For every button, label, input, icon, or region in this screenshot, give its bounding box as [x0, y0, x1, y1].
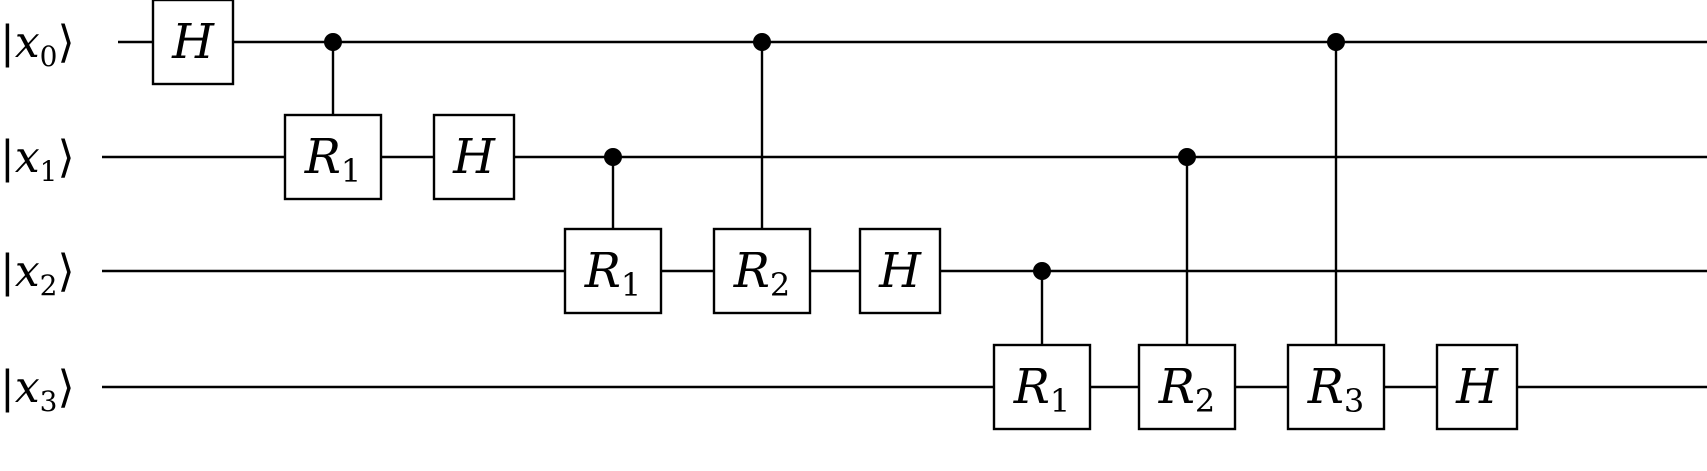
gate-label: R3	[1307, 359, 1365, 420]
gate-box	[1137, 343, 1237, 431]
qubit-variable: x	[15, 362, 40, 413]
gate-name: R	[304, 129, 341, 185]
hadamard-gate: H	[858, 227, 942, 315]
rotation-gate: R2	[712, 227, 812, 315]
qubit-index: 2	[40, 269, 58, 302]
gate-box	[1435, 343, 1519, 431]
gate-subscript: 1	[341, 152, 361, 190]
gate-name: H	[878, 243, 922, 299]
gate-box	[858, 227, 942, 315]
hadamard-gate: H	[151, 0, 235, 86]
ket-angle: ⟩	[57, 17, 74, 68]
gate-box	[432, 113, 516, 201]
gate-name: R	[733, 243, 770, 299]
qubit-index: 3	[40, 385, 58, 418]
gate-name: H	[452, 129, 496, 185]
gate-name: H	[1455, 359, 1499, 415]
gate-label: R1	[584, 243, 642, 304]
rotation-gate: R2	[1137, 343, 1237, 431]
gate-box	[1286, 343, 1386, 431]
gate-subscript: 3	[1344, 382, 1364, 420]
ket-angle: ⟩	[57, 132, 74, 183]
gate-subscript: 2	[770, 266, 790, 304]
gate-box	[563, 227, 663, 315]
rotation-gate: R1	[992, 343, 1092, 431]
gate-label: H	[878, 243, 922, 299]
ket-angle: ⟩	[57, 362, 74, 413]
gate-subscript: 1	[1050, 382, 1070, 420]
ket-bar: |	[0, 17, 15, 68]
qubit-wires	[102, 40, 1707, 389]
ket-bar: |	[0, 132, 15, 183]
gate-label: R1	[1013, 359, 1071, 420]
gate-label: R1	[304, 129, 362, 190]
control-dot	[1033, 262, 1051, 280]
gate-name: R	[584, 243, 621, 299]
gate-subscript: 2	[1195, 382, 1215, 420]
gate-subscript: 1	[621, 266, 641, 304]
qubit-variable: x	[15, 132, 40, 183]
qubit-index: 1	[40, 155, 58, 188]
gate-label: H	[1455, 359, 1499, 415]
rotation-gate: R1	[563, 227, 663, 315]
gates: HR1 HR1 R2 HR1 R2 R3 H	[151, 0, 1519, 431]
gate-box	[283, 113, 383, 201]
gate-box	[992, 343, 1092, 431]
control-dot	[604, 148, 622, 166]
gate-name: R	[1158, 359, 1195, 415]
gate-label: H	[452, 129, 496, 185]
ket-angle: ⟩	[57, 246, 74, 297]
ket-bar: |	[0, 246, 15, 297]
ket-bar: |	[0, 362, 15, 413]
qubit-label: |x2⟩	[0, 246, 75, 302]
gate-name: H	[171, 14, 215, 70]
hadamard-gate: H	[1435, 343, 1519, 431]
control-dot	[1327, 33, 1345, 51]
qubit-label: |x3⟩	[0, 362, 75, 418]
gate-name: R	[1307, 359, 1344, 415]
control-dot	[324, 33, 342, 51]
gate-label: H	[171, 14, 215, 70]
rotation-gate: R3	[1286, 343, 1386, 431]
qubit-variable: x	[15, 246, 40, 297]
qubit-label: |x0⟩	[0, 17, 75, 73]
control-connections	[324, 33, 1345, 345]
gate-box	[712, 227, 812, 315]
control-dot	[1178, 148, 1196, 166]
qubit-labels: |x0⟩|x1⟩|x2⟩|x3⟩	[0, 17, 75, 418]
rotation-gate: R1	[283, 113, 383, 201]
gate-name: R	[1013, 359, 1050, 415]
hadamard-gate: H	[432, 113, 516, 201]
gate-label: R2	[1158, 359, 1216, 420]
control-dot	[753, 33, 771, 51]
qubit-label: |x1⟩	[0, 132, 75, 188]
qubit-variable: x	[15, 17, 40, 68]
gate-label: R2	[733, 243, 791, 304]
gate-box	[151, 0, 235, 86]
qubit-index: 0	[40, 40, 58, 73]
